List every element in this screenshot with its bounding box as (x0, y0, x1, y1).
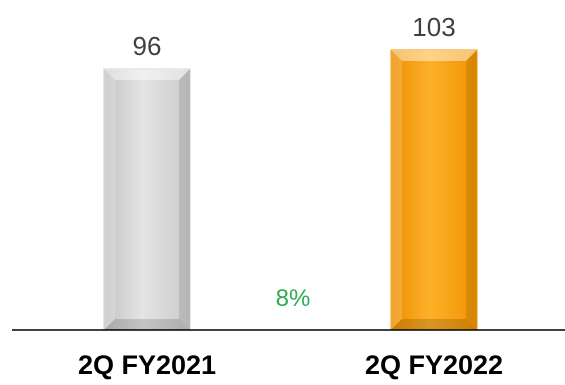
bar-bevel-right (466, 50, 477, 330)
bar-bevel-bottom (104, 319, 190, 330)
bar-2q-fy2021 (103, 68, 191, 331)
bar-bevel-left (391, 50, 402, 330)
bar-bevel-left (104, 69, 115, 331)
category-label-2q-fy2022: 2Q FY2022 (365, 350, 503, 380)
bars-group (103, 49, 478, 331)
bar-bevel-top (391, 50, 477, 61)
bar-face (103, 68, 191, 331)
value-label-2q-fy2021: 96 (133, 31, 162, 61)
bar-bevel-bottom (391, 319, 477, 330)
growth-annotation: 8% (276, 285, 311, 312)
bar-bevel-top (104, 69, 190, 81)
bar-bevel-right (179, 69, 190, 331)
bar-2q-fy2022 (390, 49, 478, 331)
category-label-2q-fy2021: 2Q FY2021 (78, 350, 216, 380)
value-label-2q-fy2022: 103 (412, 12, 455, 42)
value-labels-group: 96 103 (133, 12, 456, 61)
bar-face (390, 49, 478, 331)
